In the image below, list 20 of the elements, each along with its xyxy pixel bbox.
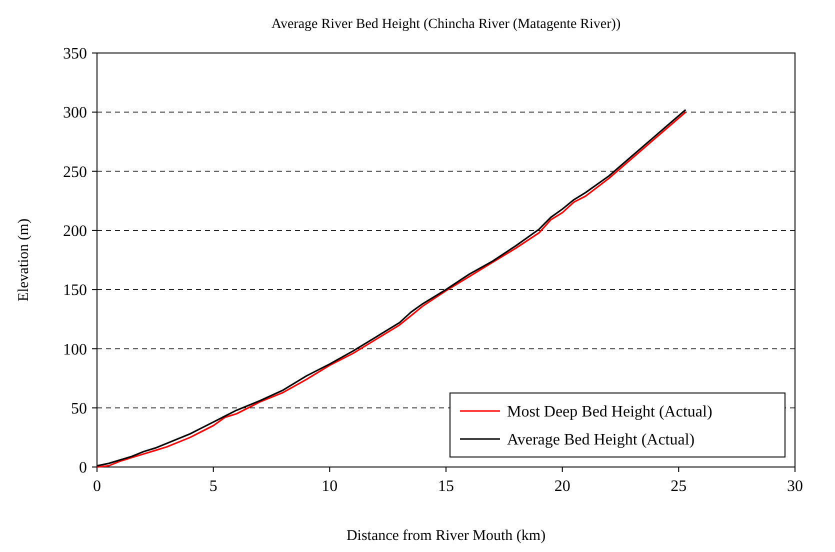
y-tick-label: 50	[71, 400, 87, 418]
x-tick-label: 15	[438, 478, 454, 495]
legend-label: Most Deep Bed Height (Actual)	[507, 404, 712, 421]
y-tick-label: 100	[63, 341, 87, 358]
x-tick-label: 5	[209, 478, 218, 495]
chart-title: Average River Bed Height (Chincha River (Matagente River))	[271, 17, 621, 32]
x-tick-label: 0	[93, 478, 101, 495]
x-tick-label: 10	[322, 478, 338, 495]
x-tick-label: 30	[787, 478, 803, 495]
y-tick-label: 150	[63, 282, 87, 300]
x-tick-label: 25	[670, 478, 687, 495]
y-tick-label: 250	[63, 164, 87, 181]
y-axis-title: Elevation (m)	[16, 218, 32, 302]
x-axis-title: Distance from River Mouth (km)	[346, 528, 546, 544]
y-tick-label: 0	[79, 460, 87, 477]
legend-label: Average Bed Height (Actual)	[507, 432, 695, 449]
x-tick-label: 20	[554, 478, 570, 495]
y-tick-label: 350	[63, 46, 87, 63]
y-tick-label: 300	[63, 104, 87, 122]
y-tick-label: 200	[63, 223, 87, 240]
